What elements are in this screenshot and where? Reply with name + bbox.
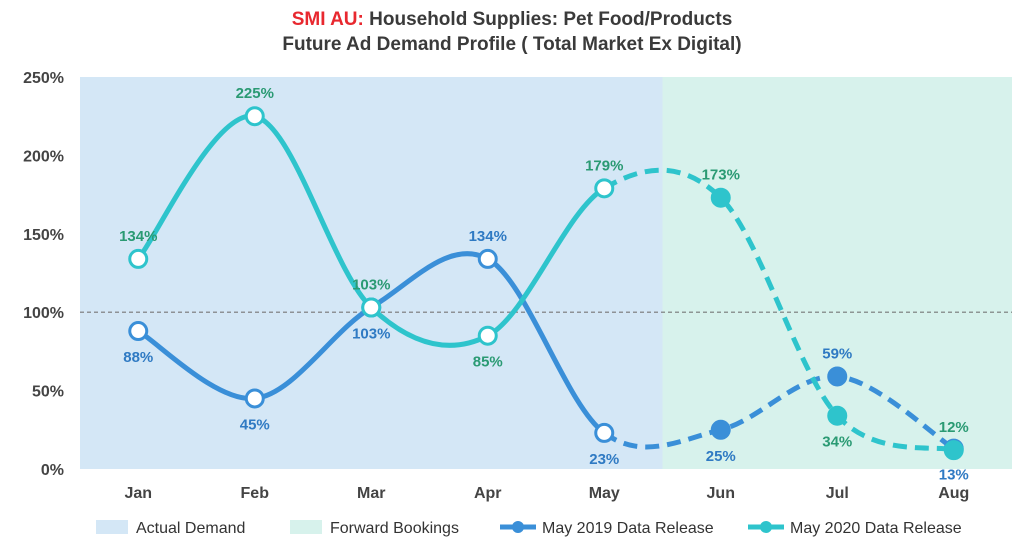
legend-actual-demand-swatch — [96, 520, 128, 534]
may-2019-data-release-point — [710, 419, 731, 440]
y-tick-label: 200% — [23, 148, 64, 165]
may-2020-data-release-point — [594, 178, 615, 199]
x-tick-label: Mar — [357, 485, 385, 502]
may-2020-data-release-point — [361, 297, 382, 318]
legend-may-2019-data-release-text: May 2019 Data Release — [542, 520, 714, 537]
may-2020-data-release-point — [128, 248, 149, 269]
x-tick-label: Jan — [124, 485, 152, 502]
x-tick-label: May — [589, 485, 620, 502]
may-2019-data-release-data-label: 23% — [589, 451, 619, 468]
chart-title-line2: Future Ad Demand Profile ( Total Market … — [282, 34, 742, 55]
y-tick-label: 0% — [41, 462, 64, 479]
band-actual-demand — [80, 77, 663, 469]
may-2020-data-release-data-label: 103% — [352, 276, 390, 293]
may-2020-data-release-actual-line — [135, 113, 607, 348]
may-2020-data-release-forward-line — [602, 167, 955, 453]
y-tick-label: 100% — [23, 305, 64, 322]
may-2020-data-release-point — [943, 440, 964, 461]
may-2020-data-release-data-label: 173% — [702, 167, 740, 184]
band-forward-bookings — [662, 77, 1012, 469]
may-2019-data-release-data-label: 25% — [706, 448, 736, 465]
y-tick-label: 50% — [32, 384, 64, 401]
legend-may-2020-data-release-marker — [760, 521, 772, 533]
legend-may-2020-data-release-text: May 2020 Data Release — [790, 520, 962, 537]
may-2020-data-release-data-label: 34% — [822, 434, 852, 451]
x-tick-label: Apr — [474, 485, 502, 502]
may-2020-data-release-point — [244, 106, 265, 127]
x-tick-label: Jul — [826, 485, 849, 502]
may-2019-data-release-data-label: 134% — [469, 228, 507, 245]
may-2019-data-release-point — [128, 321, 149, 342]
brand-label: SMI AU: — [291, 9, 364, 30]
may-2019-data-release-point — [244, 388, 265, 409]
may-2019-data-release-data-label: 88% — [123, 349, 153, 366]
may-2019-data-release-point — [827, 366, 848, 387]
x-tick-label: Aug — [938, 485, 969, 502]
may-2020-data-release-data-label: 12% — [939, 419, 969, 436]
may-2019-data-release-data-label: 13% — [939, 467, 969, 484]
may-2019-data-release-point — [594, 422, 615, 443]
legend-forward-bookings-text: Forward Bookings — [330, 520, 459, 537]
may-2020-data-release-data-label: 225% — [236, 85, 274, 102]
may-2019-data-release-point — [477, 248, 498, 269]
y-tick-label: 150% — [23, 227, 64, 244]
may-2020-data-release-data-label: 134% — [119, 228, 157, 245]
may-2020-data-release-point — [477, 325, 498, 346]
title-text: Household Supplies: Pet Food/Products — [363, 9, 733, 30]
chart-title-line1: SMI AU: Household Supplies: Pet Food/Pro… — [0, 8, 1024, 32]
legend-forward-bookings-swatch — [290, 520, 322, 534]
may-2020-data-release-point — [710, 187, 731, 208]
may-2019-data-release-data-label: 59% — [822, 345, 852, 362]
may-2020-data-release-data-label: 179% — [585, 157, 623, 174]
legend-may-2019-data-release-marker — [512, 521, 524, 533]
may-2019-data-release-forward-line — [602, 373, 956, 451]
may-2020-data-release-data-label: 85% — [473, 354, 503, 371]
x-tick-label: Jun — [707, 485, 735, 502]
y-tick-label: 250% — [23, 70, 64, 87]
may-2020-data-release-point — [827, 405, 848, 426]
may-2019-data-release-data-label: 103% — [352, 325, 390, 342]
x-tick-label: Feb — [241, 485, 270, 502]
legend-actual-demand-text: Actual Demand — [136, 520, 245, 537]
may-2019-data-release-data-label: 45% — [240, 416, 270, 433]
